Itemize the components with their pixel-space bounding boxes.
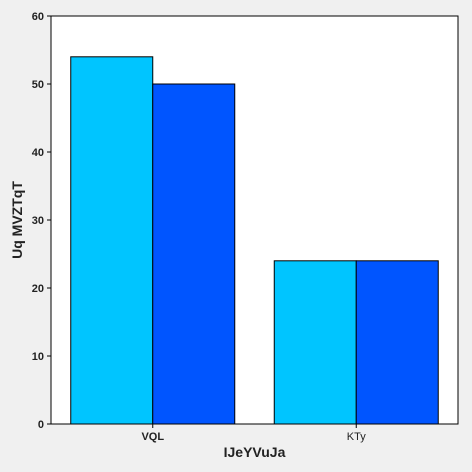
y-axis-title: Uq MVZTqT <box>9 181 25 259</box>
y-tick-label: 10 <box>32 351 44 363</box>
bar-VQL-series-2 <box>152 83 236 425</box>
x-tick-label: VQL <box>141 431 164 443</box>
x-axis-title: IJeYVuJa <box>224 444 286 460</box>
y-tick-label: 30 <box>32 215 44 227</box>
bar-VQL-series-1 <box>70 56 154 425</box>
y-tick-label: 20 <box>32 283 44 295</box>
x-tick-label: KTy <box>347 431 366 443</box>
y-tick-label: 60 <box>32 11 44 23</box>
bar-KTy-series-2 <box>355 260 439 425</box>
bars-layer <box>70 56 439 425</box>
y-tick-label: 0 <box>38 419 44 431</box>
bar-KTy-series-1 <box>273 260 357 425</box>
y-tick-label: 50 <box>32 79 44 91</box>
x-axis: VQL KTy <box>141 424 366 443</box>
y-tick-label: 40 <box>32 147 44 159</box>
y-axis: 0 10 20 30 40 50 60 <box>32 11 51 431</box>
